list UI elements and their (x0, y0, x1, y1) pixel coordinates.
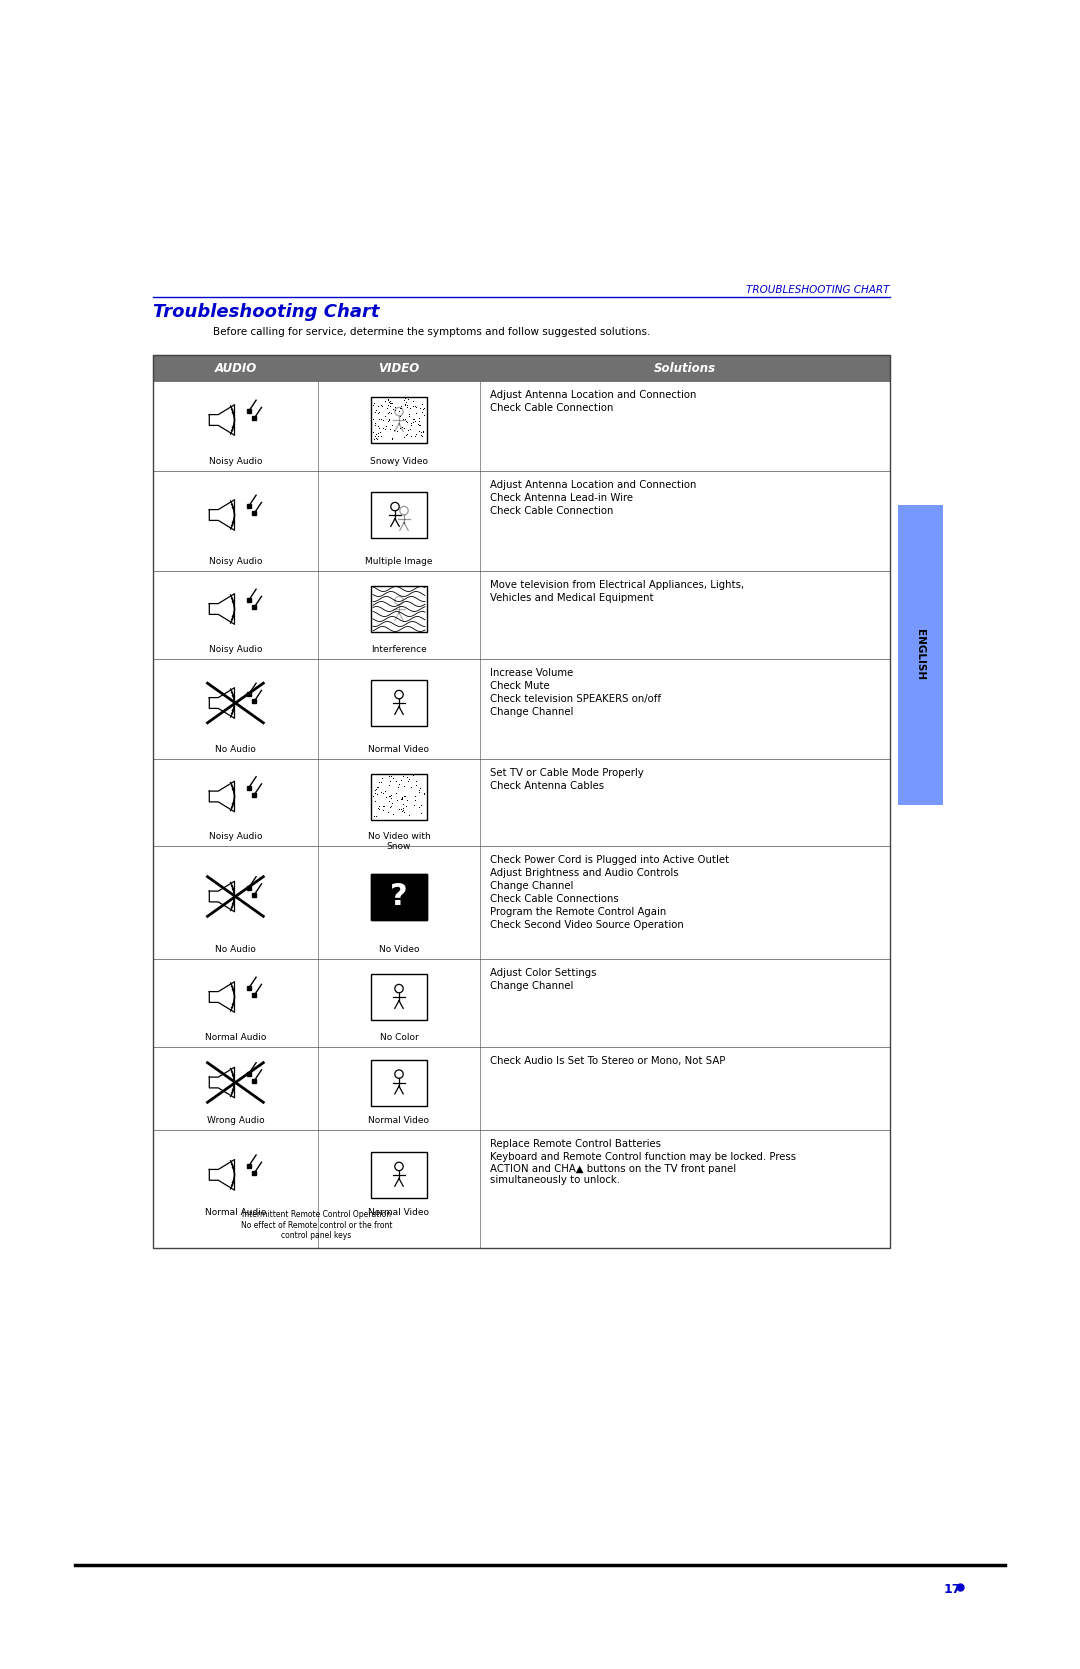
Text: Wrong Audio: Wrong Audio (206, 1117, 265, 1125)
Text: Adjust Antenna Location and Connection: Adjust Antenna Location and Connection (490, 391, 697, 401)
Text: Change Channel: Change Channel (490, 981, 573, 991)
Text: Check Antenna Cables: Check Antenna Cables (490, 781, 604, 791)
Bar (153, 471, 890, 571)
Text: Normal Video: Normal Video (368, 744, 430, 754)
Text: No Video: No Video (379, 945, 419, 955)
Bar (153, 571, 890, 659)
Text: Program the Remote Control Again: Program the Remote Control Again (490, 906, 666, 916)
Text: Check Power Cord is Plugged into Active Outlet: Check Power Cord is Plugged into Active … (490, 855, 729, 865)
Bar (153, 355, 890, 1248)
Text: No Color: No Color (380, 1033, 418, 1041)
Text: Change Channel: Change Channel (490, 881, 573, 891)
Polygon shape (210, 499, 234, 531)
Text: No Video with
Snow: No Video with Snow (367, 833, 430, 851)
Text: Noisy Audio: Noisy Audio (208, 457, 262, 466)
Bar (372, 773, 427, 819)
Text: Normal Video: Normal Video (368, 1208, 430, 1217)
Text: ?: ? (390, 881, 408, 911)
Text: Check Antenna Lead-in Wire: Check Antenna Lead-in Wire (490, 492, 633, 502)
Text: 17: 17 (944, 1582, 961, 1596)
Text: Adjust Antenna Location and Connection: Adjust Antenna Location and Connection (490, 481, 697, 491)
Text: Vehicles and Medical Equipment: Vehicles and Medical Equipment (490, 592, 653, 603)
Polygon shape (210, 594, 234, 624)
Polygon shape (210, 1160, 234, 1190)
Bar (372, 873, 427, 920)
Text: Troubleshooting Chart: Troubleshooting Chart (153, 304, 379, 320)
Bar (372, 586, 427, 633)
Text: No Audio: No Audio (215, 744, 256, 754)
Bar (372, 1060, 427, 1105)
Bar (153, 355, 890, 381)
Text: Normal Audio: Normal Audio (205, 1033, 266, 1041)
Text: Change Channel: Change Channel (490, 708, 573, 718)
Bar (372, 492, 427, 537)
Text: Replace Remote Control Batteries: Replace Remote Control Batteries (490, 1138, 661, 1148)
Text: VIDEO: VIDEO (378, 362, 420, 374)
Bar (372, 1152, 427, 1198)
Bar (153, 960, 890, 1046)
Text: Check Second Video Source Operation: Check Second Video Source Operation (490, 920, 684, 930)
Text: Solutions: Solutions (653, 362, 716, 374)
Text: Intermittent Remote Control Operation
No effect of Remote control or the front
c: Intermittent Remote Control Operation No… (241, 1210, 392, 1240)
Text: Increase Volume: Increase Volume (490, 668, 573, 678)
Polygon shape (210, 1066, 234, 1098)
Text: Adjust Brightness and Audio Controls: Adjust Brightness and Audio Controls (490, 868, 678, 878)
Text: Noisy Audio: Noisy Audio (208, 833, 262, 841)
Bar (153, 381, 890, 471)
Bar (897, 506, 943, 804)
Polygon shape (210, 981, 234, 1013)
Text: Check Cable Connection: Check Cable Connection (490, 506, 613, 516)
Bar (372, 397, 427, 442)
Polygon shape (210, 881, 234, 911)
Text: Adjust Color Settings: Adjust Color Settings (490, 968, 596, 978)
Text: Interference: Interference (372, 644, 427, 654)
Text: TROUBLESHOOTING CHART: TROUBLESHOOTING CHART (746, 285, 890, 295)
Bar (153, 846, 890, 960)
Text: Noisy Audio: Noisy Audio (208, 557, 262, 566)
Bar (153, 1046, 890, 1130)
Text: Check television SPEAKERS on/off: Check television SPEAKERS on/off (490, 694, 661, 704)
Text: No Audio: No Audio (215, 945, 256, 955)
Polygon shape (210, 404, 234, 436)
Bar (153, 659, 890, 759)
Text: AUDIO: AUDIO (214, 362, 257, 374)
Text: Check Cable Connection: Check Cable Connection (490, 402, 613, 412)
Text: Move television from Electrical Appliances, Lights,: Move television from Electrical Applianc… (490, 581, 744, 591)
Text: Normal Video: Normal Video (368, 1117, 430, 1125)
Bar (372, 975, 427, 1020)
Bar (372, 679, 427, 726)
Polygon shape (210, 688, 234, 718)
Bar (153, 1130, 890, 1248)
Text: Before calling for service, determine the symptoms and follow suggested solution: Before calling for service, determine th… (213, 327, 650, 337)
Text: Check Mute: Check Mute (490, 681, 550, 691)
Text: Normal Audio: Normal Audio (205, 1208, 266, 1217)
Text: Check Cable Connections: Check Cable Connections (490, 895, 619, 905)
Text: Keyboard and Remote Control function may be locked. Press
ACTION and CHA▲ button: Keyboard and Remote Control function may… (490, 1152, 796, 1185)
Bar (372, 873, 427, 920)
Bar (153, 759, 890, 846)
Text: Noisy Audio: Noisy Audio (208, 644, 262, 654)
Text: Set TV or Cable Mode Properly: Set TV or Cable Mode Properly (490, 768, 644, 778)
Polygon shape (210, 781, 234, 811)
Text: Snowy Video: Snowy Video (370, 457, 428, 466)
Text: Check Audio Is Set To Stereo or Mono, Not SAP: Check Audio Is Set To Stereo or Mono, No… (490, 1056, 726, 1066)
Text: ENGLISH: ENGLISH (916, 629, 926, 681)
Text: Multiple Image: Multiple Image (365, 557, 433, 566)
